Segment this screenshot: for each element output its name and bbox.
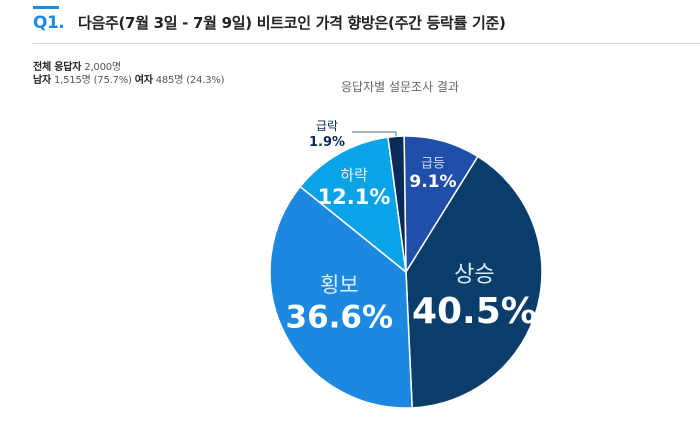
pie-label-value-4: 36.6% bbox=[286, 300, 394, 336]
question-accent-bar bbox=[33, 6, 59, 9]
pie-label-value-2: 1.9% bbox=[309, 135, 345, 150]
pie-label-name-3: 하락 bbox=[340, 166, 368, 184]
male-value: 1,515명 (75.7%) bbox=[53, 75, 132, 86]
respondents-total: 전체 응답자 2,000명 bbox=[33, 58, 121, 73]
pie-label-value-1: 9.1% bbox=[409, 172, 456, 192]
pie-slice-3 bbox=[299, 136, 407, 274]
pie-label-name-1: 급등 bbox=[421, 156, 445, 171]
pie-label-name-4: 횡보 bbox=[320, 273, 359, 297]
pie-slice-0 bbox=[405, 155, 543, 409]
total-label: 전체 응답자 bbox=[33, 62, 82, 73]
question-title: 다음주(7월 3일 - 7월 9일) 비트코인 가격 향방은(주간 등락률 기준… bbox=[78, 14, 506, 32]
female-value: 485명 (24.3%) bbox=[155, 75, 225, 86]
pie-leader-line-2 bbox=[352, 131, 397, 137]
title-divider bbox=[33, 43, 700, 44]
total-value: 2,000명 bbox=[84, 62, 121, 73]
chart-title: 응답자별 설문조사 결과 bbox=[340, 80, 460, 94]
respondents-gender: 남자 1,515명 (75.7%) 여자 485명 (24.3%) bbox=[33, 71, 225, 86]
pie-label-name-0: 상승 bbox=[454, 263, 494, 288]
pie-label-name-2: 급락 bbox=[316, 119, 338, 133]
question-number: Q1. bbox=[33, 13, 65, 33]
female-label: 여자 bbox=[134, 75, 153, 86]
pie-slice-4 bbox=[269, 185, 413, 409]
pie-label-value-3: 12.1% bbox=[318, 185, 391, 209]
male-label: 남자 bbox=[33, 75, 51, 86]
pie-label-value-0: 40.5% bbox=[412, 291, 537, 332]
